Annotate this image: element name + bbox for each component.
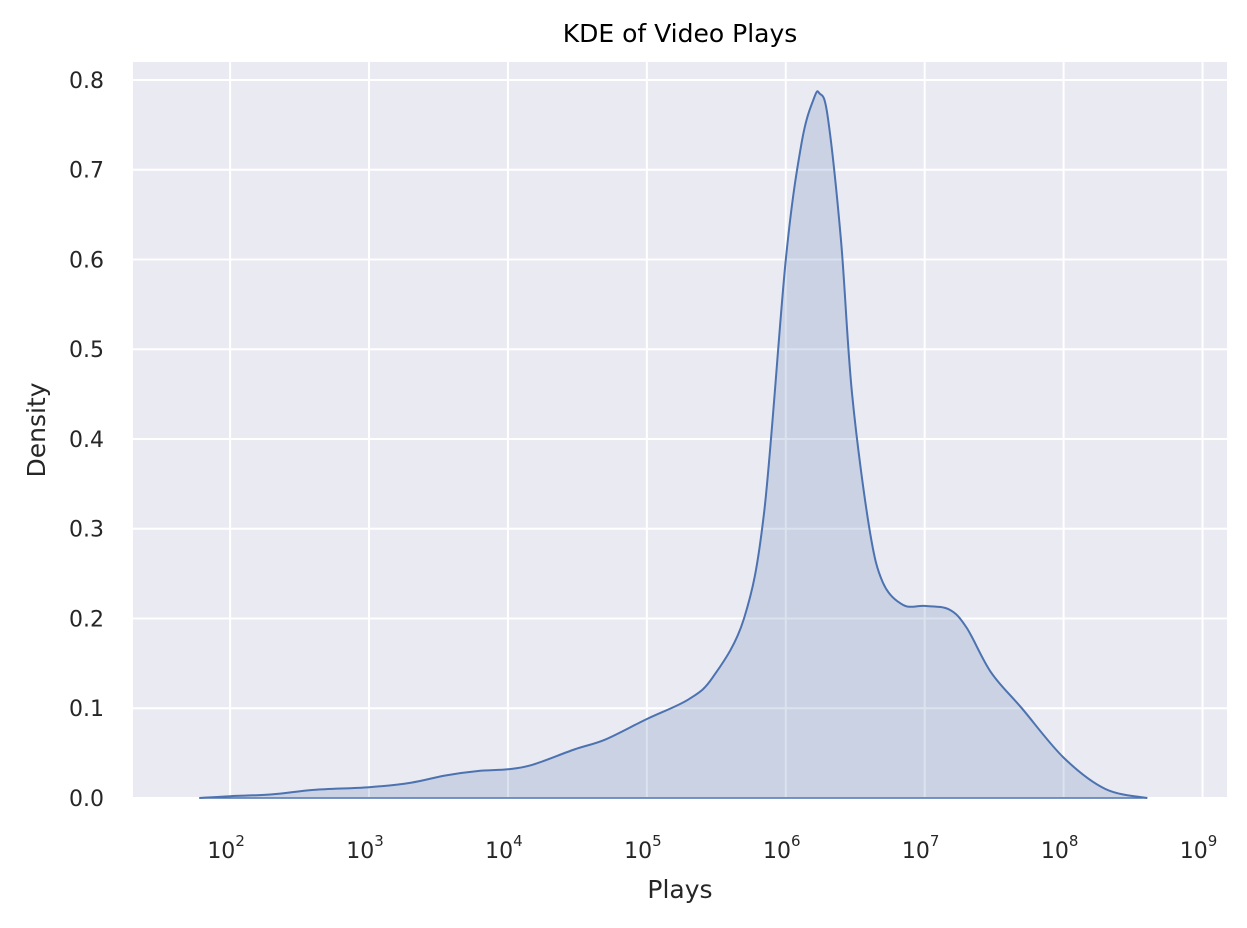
x-tick-label: 109 — [1180, 832, 1218, 864]
y-tick-label: 0.1 — [69, 697, 104, 722]
y-tick-label: 0.7 — [69, 159, 104, 184]
y-tick-label: 0.3 — [69, 518, 104, 543]
density-series — [199, 90, 1148, 799]
x-tick-labels: 102 103 104 105 106 107 108 109 — [207, 832, 1217, 864]
x-tick-label: 108 — [1041, 832, 1079, 864]
y-tick-label: 0.8 — [69, 69, 104, 94]
density-area-fill — [199, 91, 1148, 798]
x-tick-label: 102 — [207, 832, 245, 864]
x-axis-title: Plays — [647, 875, 712, 904]
x-tick-label: 106 — [763, 832, 801, 864]
density-line — [199, 90, 1148, 799]
y-tick-label: 0.4 — [69, 428, 104, 453]
x-tick-label: 107 — [902, 832, 940, 864]
y-tick-label: 0.0 — [69, 787, 104, 812]
y-tick-labels: 0.0 0.1 0.2 0.3 0.4 0.5 0.6 0.7 0.8 — [69, 69, 104, 812]
x-tick-label: 105 — [624, 832, 662, 864]
plot-background — [133, 62, 1227, 798]
chart-title: KDE of Video Plays — [563, 19, 798, 48]
y-tick-label: 0.2 — [69, 607, 104, 632]
y-axis-title: Density — [22, 382, 51, 477]
y-tick-label: 0.6 — [69, 248, 104, 273]
grid-lines — [133, 62, 1227, 799]
x-tick-label: 104 — [485, 832, 523, 864]
x-tick-label: 103 — [346, 832, 384, 864]
y-tick-label: 0.5 — [69, 338, 104, 363]
